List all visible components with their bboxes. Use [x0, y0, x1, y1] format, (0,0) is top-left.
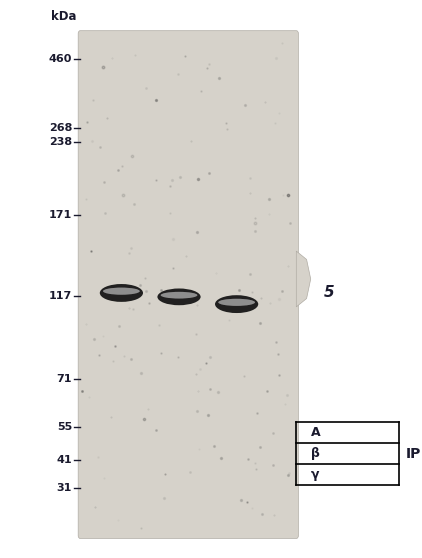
- Text: 268: 268: [49, 123, 72, 133]
- Ellipse shape: [103, 287, 140, 295]
- Ellipse shape: [218, 299, 255, 306]
- Ellipse shape: [157, 288, 200, 305]
- Ellipse shape: [103, 287, 140, 295]
- Ellipse shape: [215, 295, 258, 313]
- Text: 238: 238: [49, 137, 72, 147]
- Ellipse shape: [218, 299, 255, 306]
- Ellipse shape: [100, 284, 143, 302]
- FancyBboxPatch shape: [78, 31, 298, 538]
- Text: 5: 5: [324, 286, 335, 300]
- Ellipse shape: [103, 287, 140, 295]
- Text: 171: 171: [49, 210, 72, 220]
- Text: 117: 117: [49, 291, 72, 301]
- Ellipse shape: [161, 292, 197, 299]
- Text: 460: 460: [49, 54, 72, 64]
- Text: IP: IP: [406, 446, 421, 461]
- Ellipse shape: [161, 292, 197, 299]
- Text: kDa: kDa: [51, 10, 76, 23]
- Text: γ: γ: [311, 468, 319, 482]
- Text: 55: 55: [57, 422, 72, 432]
- Text: 41: 41: [57, 455, 72, 465]
- Text: 31: 31: [57, 483, 72, 493]
- Text: β: β: [311, 447, 319, 460]
- Polygon shape: [296, 251, 311, 307]
- Ellipse shape: [161, 292, 197, 299]
- Ellipse shape: [218, 299, 255, 306]
- Text: A: A: [311, 426, 320, 439]
- Text: 71: 71: [57, 374, 72, 384]
